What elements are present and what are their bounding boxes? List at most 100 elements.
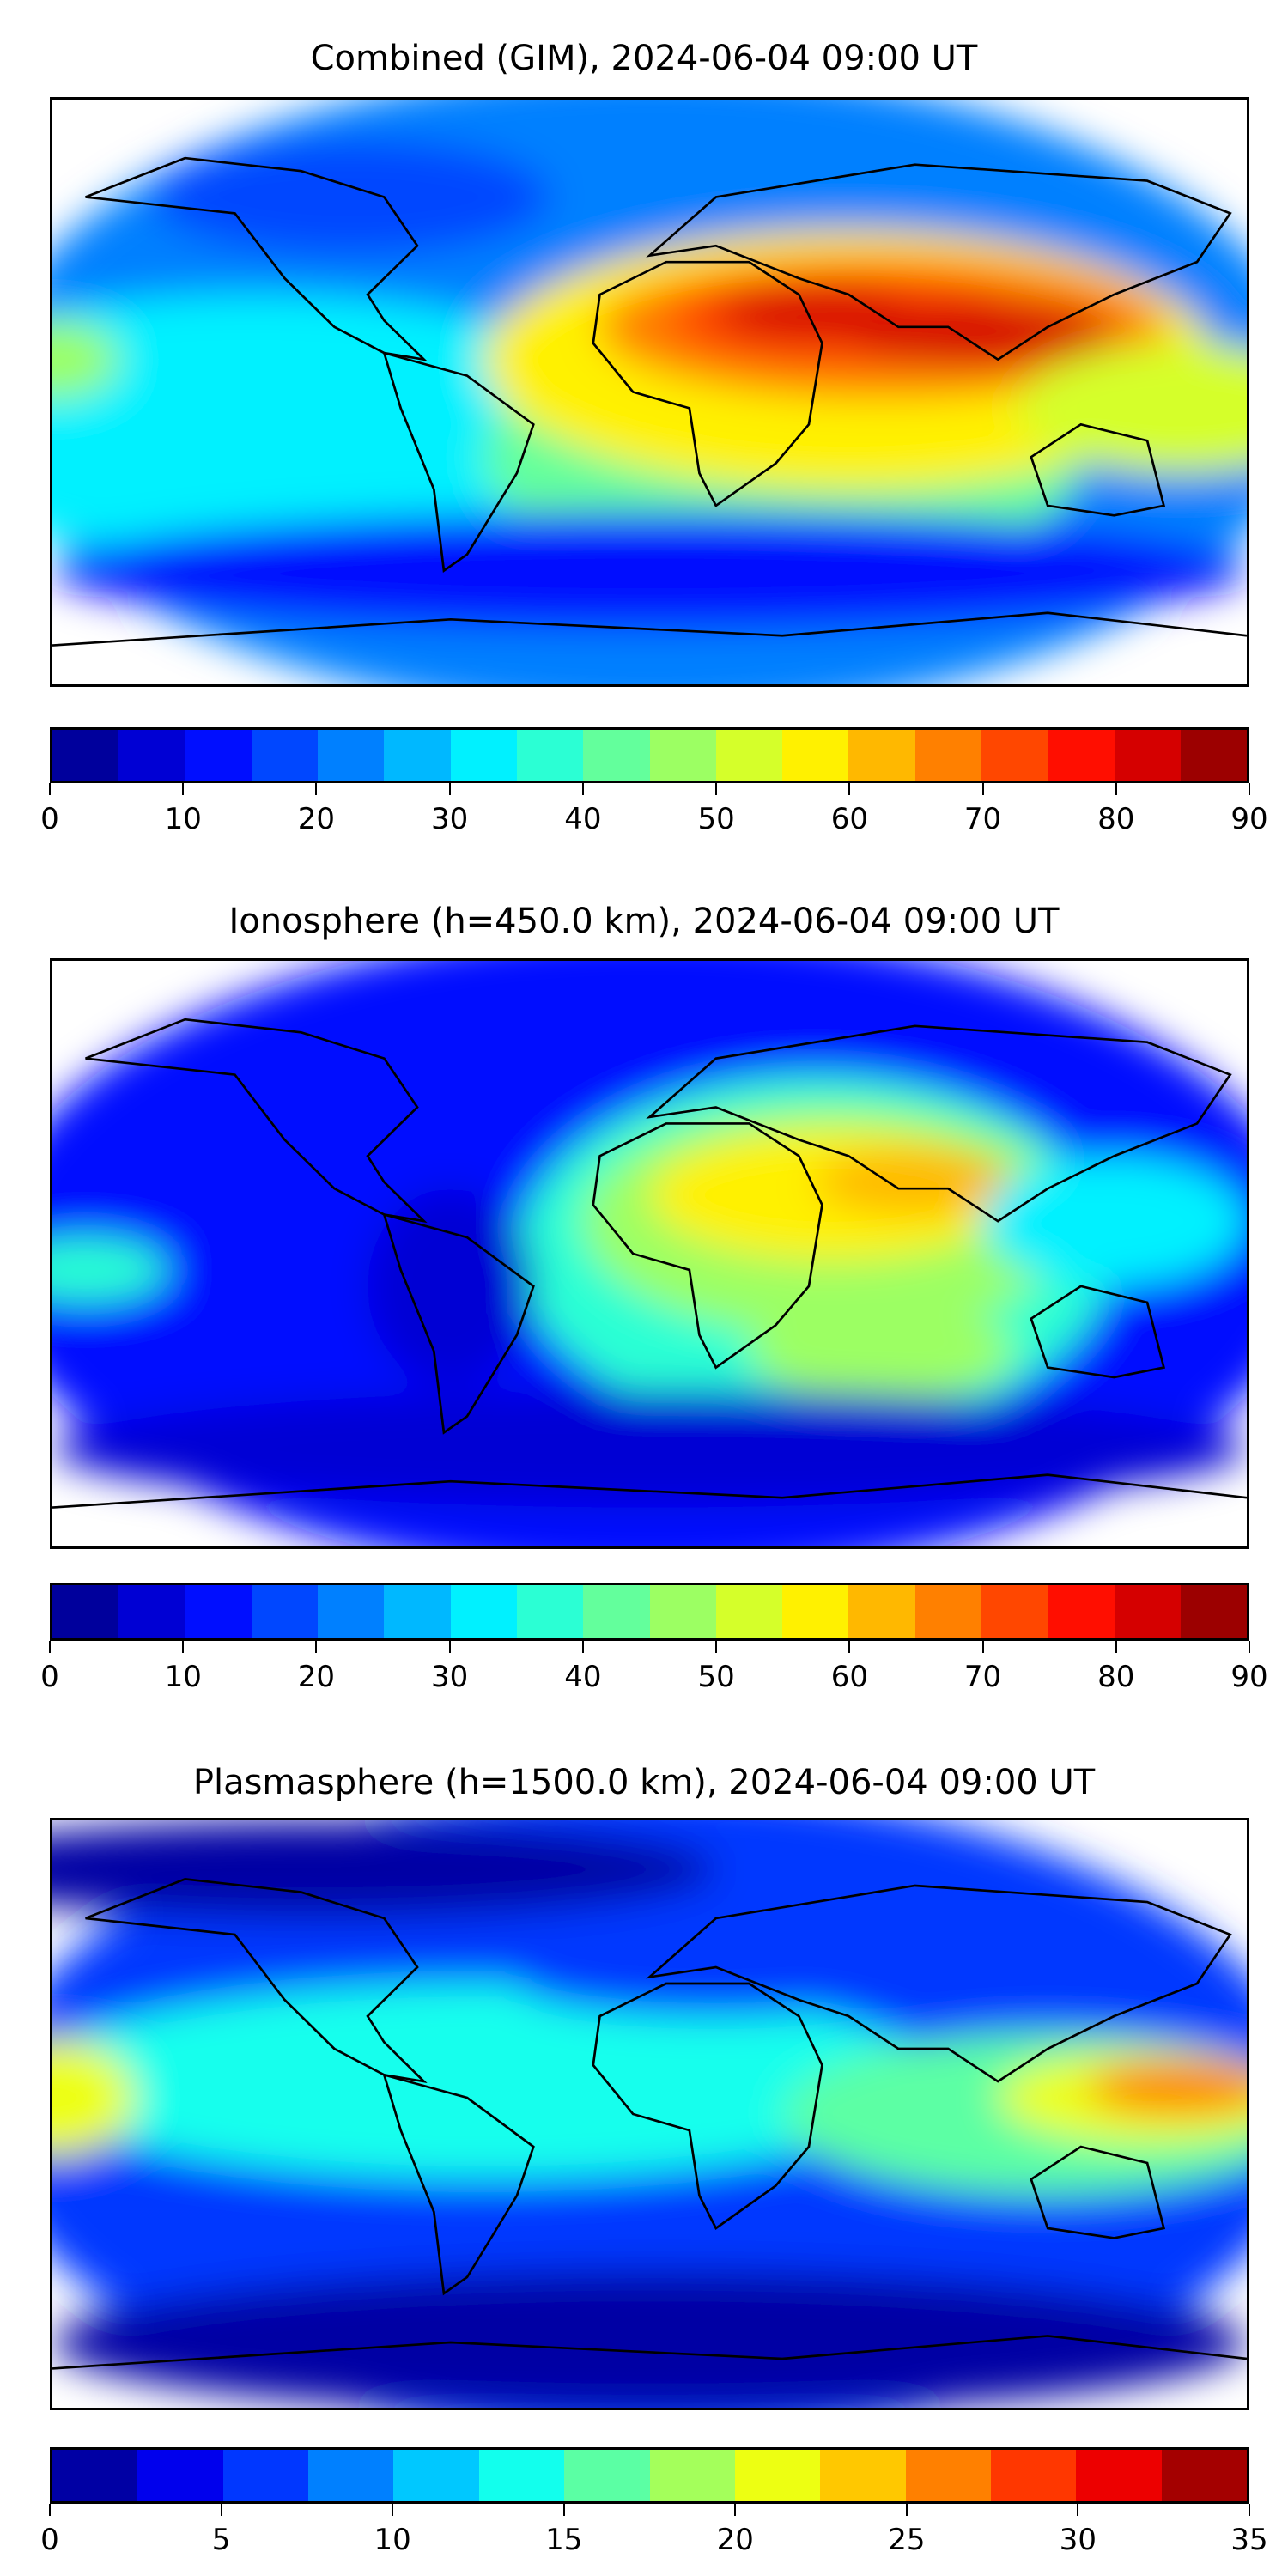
- map-plasmasphere: [50, 1818, 1249, 2410]
- contour-region: [52, 320, 119, 399]
- tick-mark: [1249, 2504, 1250, 2516]
- colorbar-segment: [981, 1585, 1048, 1638]
- tick-label: 50: [697, 802, 735, 836]
- colorbar-segment: [583, 730, 650, 781]
- colorbar-segment: [914, 730, 981, 781]
- tick-label: 80: [1097, 802, 1135, 836]
- colorbar-segment: [118, 730, 185, 781]
- tick-mark: [905, 2504, 908, 2516]
- tick-label: 15: [545, 2523, 583, 2557]
- map-ionosphere: [50, 958, 1249, 1549]
- colorbar-segment: [1180, 1585, 1248, 1638]
- colorbar-segment: [52, 2450, 138, 2501]
- colorbar-segment: [1114, 730, 1181, 781]
- colorbar-segment: [1048, 1585, 1115, 1638]
- coastline: [1030, 422, 1166, 517]
- coastline: [52, 2335, 1247, 2370]
- tick-label: 0: [40, 1660, 59, 1694]
- colorbar-segment: [137, 2450, 223, 2501]
- tick-label: 30: [1059, 2523, 1097, 2557]
- colorbar-segment: [1114, 1585, 1181, 1638]
- colorbar-segment: [782, 1585, 849, 1638]
- tick-mark: [581, 1641, 584, 1653]
- tick-mark: [49, 1641, 51, 1653]
- tick-mark: [315, 783, 318, 795]
- coastline: [592, 1982, 823, 2230]
- colorbar-segment: [914, 1585, 981, 1638]
- tick-mark: [49, 783, 51, 795]
- colorbar-segment: [516, 1585, 584, 1638]
- tick-mark: [182, 1641, 185, 1653]
- tick-label: 50: [697, 1660, 735, 1694]
- contour-region: [1087, 2062, 1247, 2114]
- colorbar-segment: [564, 2450, 650, 2501]
- tick-mark: [581, 783, 584, 795]
- coastline: [382, 1212, 535, 1435]
- colorbar-segment: [222, 2450, 309, 2501]
- coastline: [646, 1024, 1232, 1223]
- contour-region: [151, 138, 550, 256]
- colorbar-segment: [251, 1585, 319, 1638]
- colorbar-segment: [649, 730, 716, 781]
- colorbar-segment: [384, 730, 451, 781]
- tick-mark: [734, 2504, 737, 2516]
- colorbar-segment: [1180, 730, 1248, 781]
- colorbar-segment: [393, 2450, 479, 2501]
- colorbar-plasmasphere: [50, 2447, 1249, 2504]
- tick-label: 60: [830, 802, 868, 836]
- title-plasmasphere: Plasmasphere (h=1500.0 km), 2024-06-04 0…: [192, 1763, 1096, 1802]
- colorbar-segment: [715, 1585, 783, 1638]
- colorbar-segment: [734, 2450, 821, 2501]
- tick-mark: [182, 783, 185, 795]
- colorbar-segment: [52, 730, 119, 781]
- tick-mark: [1115, 1641, 1117, 1653]
- colorbar-segment: [516, 730, 584, 781]
- tick-mark: [715, 1641, 718, 1653]
- tick-mark: [1077, 2504, 1079, 2516]
- tick-label: 20: [297, 802, 336, 836]
- contour-region: [52, 1820, 716, 1918]
- tick-mark: [392, 2504, 394, 2516]
- coastline: [646, 163, 1232, 361]
- tick-label: 0: [40, 2523, 59, 2557]
- colorbar-segment: [450, 1585, 517, 1638]
- colorbar-segment: [251, 730, 319, 781]
- colorbar-segment: [583, 1585, 650, 1638]
- coastline: [52, 1473, 1247, 1509]
- contour-region: [815, 1149, 1015, 1215]
- colorbar-combined: [50, 727, 1249, 783]
- tick-mark: [448, 783, 451, 795]
- colorbar-segment: [820, 2450, 906, 2501]
- colorbar-segment: [1048, 730, 1115, 781]
- colorbar-segment: [1161, 2450, 1248, 2501]
- colorbar-segment: [981, 730, 1048, 781]
- tick-label: 0: [40, 802, 59, 836]
- tick-label: 90: [1230, 1660, 1268, 1694]
- coastline: [85, 156, 428, 361]
- title-combined: Combined (GIM), 2024-06-04 09:00 UT: [310, 39, 978, 78]
- tick-label: 40: [564, 1660, 602, 1694]
- colorbar-segment: [384, 1585, 451, 1638]
- tick-label: 40: [564, 802, 602, 836]
- tick-label: 90: [1230, 802, 1268, 836]
- contour-region: [52, 1984, 949, 2179]
- tick-label: 30: [431, 802, 469, 836]
- colorbar-segment: [185, 730, 252, 781]
- colorbar-segment: [450, 730, 517, 781]
- colorbar-segment: [848, 730, 915, 781]
- tick-mark: [562, 2504, 565, 2516]
- colorbar-segment: [318, 730, 385, 781]
- tick-mark: [315, 1641, 318, 1653]
- contour-region: [52, 1390, 1247, 1508]
- contour-region: [52, 2270, 1247, 2408]
- coastline: [592, 1122, 823, 1370]
- tick-mark: [49, 2504, 51, 2516]
- tick-label: 25: [888, 2523, 926, 2557]
- title-ionosphere: Ionosphere (h=450.0 km), 2024-06-04 09:0…: [228, 902, 1060, 941]
- colorbar-segment: [649, 1585, 716, 1638]
- contour-region: [981, 1156, 1247, 1286]
- tick-label: 60: [830, 1660, 868, 1694]
- colorbar-ticks-combined: 0 10 20 30 40 50 60 70 80 90: [40, 783, 1268, 836]
- colorbar-segment: [990, 2450, 1077, 2501]
- tick-label: 10: [164, 1660, 202, 1694]
